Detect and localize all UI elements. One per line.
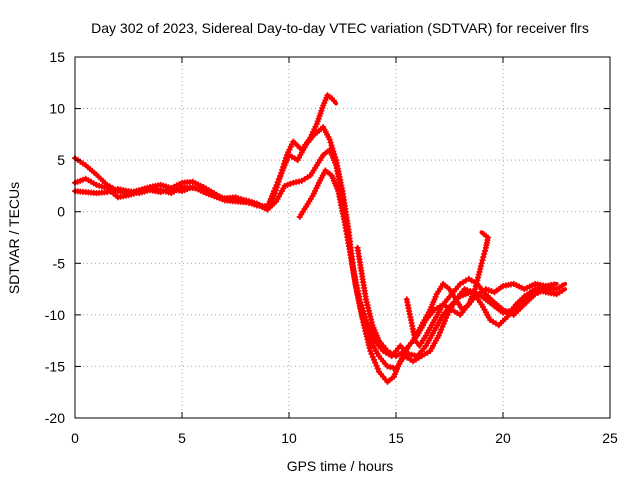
x-axis-label: GPS time / hours xyxy=(287,458,394,474)
y-tick-label: 10 xyxy=(49,101,65,117)
chart-title: Day 302 of 2023, Sidereal Day-to-day VTE… xyxy=(91,20,589,36)
y-tick-label: -10 xyxy=(45,307,65,323)
data-point xyxy=(478,260,485,267)
data-point xyxy=(440,320,447,327)
data-point xyxy=(485,287,492,294)
data-point xyxy=(559,287,566,294)
data-point xyxy=(482,247,488,254)
data-point xyxy=(328,142,335,149)
y-tick-label: -15 xyxy=(45,358,65,374)
data-point xyxy=(327,139,334,146)
data-point xyxy=(274,179,281,186)
x-tick-label: 15 xyxy=(388,430,404,446)
data-point xyxy=(464,287,471,294)
axis-ticks: 0 5 10 15 20 25 -20 -15 -10 -5 0 5 10 15 xyxy=(45,49,618,446)
y-axis-label: SDTVAR / TECUs xyxy=(6,182,22,294)
x-tick-label: 10 xyxy=(281,430,297,446)
data-point xyxy=(326,136,333,143)
y-tick-label: 15 xyxy=(49,49,65,65)
data-point xyxy=(480,231,487,238)
x-tick-label: 0 xyxy=(71,430,79,446)
y-tick-label: -20 xyxy=(45,410,65,426)
data-point xyxy=(372,359,379,366)
grid xyxy=(75,57,610,418)
series-track-5 xyxy=(354,230,491,360)
y-tick-label: 0 xyxy=(57,204,65,220)
data-point xyxy=(374,365,381,372)
data-series xyxy=(72,92,568,385)
x-tick-label: 20 xyxy=(495,430,511,446)
data-point xyxy=(550,281,557,288)
data-point xyxy=(330,97,337,104)
series-track-6 xyxy=(403,275,559,349)
data-point xyxy=(480,254,487,261)
y-tick-label: -5 xyxy=(53,255,66,271)
data-point xyxy=(550,289,557,296)
x-tick-label: 25 xyxy=(602,430,618,446)
data-point xyxy=(287,180,294,187)
data-point xyxy=(281,182,288,189)
x-tick-label: 5 xyxy=(178,430,186,446)
plot-frame xyxy=(74,56,611,419)
y-tick-label: 5 xyxy=(57,152,65,168)
data-point xyxy=(559,282,566,289)
